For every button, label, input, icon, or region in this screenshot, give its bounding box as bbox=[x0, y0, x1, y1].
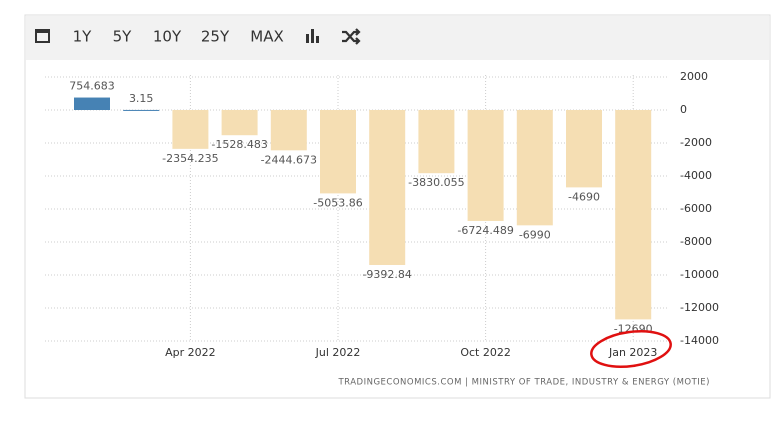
data-label: -3830.055 bbox=[408, 176, 464, 189]
range-button[interactable]: 5Y bbox=[113, 28, 133, 46]
bar bbox=[369, 110, 406, 265]
y-tick-label: -10000 bbox=[680, 268, 719, 281]
shuffle-icon[interactable] bbox=[342, 28, 361, 45]
data-label: -5053.86 bbox=[313, 196, 362, 209]
bar bbox=[172, 110, 209, 149]
calendar-icon[interactable] bbox=[35, 29, 50, 43]
x-tick-label: Jul 2022 bbox=[315, 346, 361, 359]
data-label: -2354.235 bbox=[162, 152, 218, 165]
bar bbox=[516, 110, 553, 226]
y-tick-label: -8000 bbox=[680, 235, 712, 248]
y-tick-label: -2000 bbox=[680, 136, 712, 149]
bar bbox=[320, 110, 356, 194]
y-tick-label: -12000 bbox=[680, 301, 719, 314]
bar bbox=[123, 109, 160, 111]
data-label: -2444.673 bbox=[261, 153, 317, 166]
bar bbox=[270, 110, 307, 151]
y-tick-label: 0 bbox=[680, 103, 687, 116]
bar bbox=[74, 97, 110, 110]
bar-chart-icon[interactable] bbox=[306, 29, 319, 43]
range-button[interactable]: 1Y bbox=[73, 28, 93, 46]
range-button[interactable]: 10Y bbox=[153, 28, 182, 46]
y-tick-label: 2000 bbox=[680, 70, 708, 83]
range-button[interactable]: 25Y bbox=[201, 28, 230, 46]
y-tick-label: -14000 bbox=[680, 334, 719, 347]
data-label: 754.683 bbox=[69, 80, 115, 93]
data-label: -1528.483 bbox=[211, 138, 267, 151]
bar bbox=[566, 110, 602, 188]
bar bbox=[615, 110, 652, 320]
data-label: -6724.489 bbox=[457, 224, 513, 237]
bar bbox=[418, 110, 455, 174]
data-label: -9392.84 bbox=[362, 268, 411, 281]
data-label: 3.15 bbox=[129, 92, 154, 105]
highlight-circle bbox=[590, 330, 672, 368]
x-tick-label: Jan 2023 bbox=[608, 346, 657, 359]
data-label: -4690 bbox=[568, 190, 600, 203]
source: TRADINGECONOMICS.COM | MINISTRY OF TRADE… bbox=[337, 378, 710, 388]
y-tick-label: -6000 bbox=[680, 202, 712, 215]
y-tick-label: -4000 bbox=[680, 169, 712, 182]
range-button[interactable]: MAX bbox=[250, 28, 283, 46]
x-tick-label: Oct 2022 bbox=[460, 346, 511, 359]
data-label: -6990 bbox=[519, 228, 551, 241]
x-tick-label: Apr 2022 bbox=[165, 346, 216, 359]
bar bbox=[467, 110, 504, 221]
toolbar bbox=[26, 16, 769, 60]
bar bbox=[221, 110, 258, 136]
